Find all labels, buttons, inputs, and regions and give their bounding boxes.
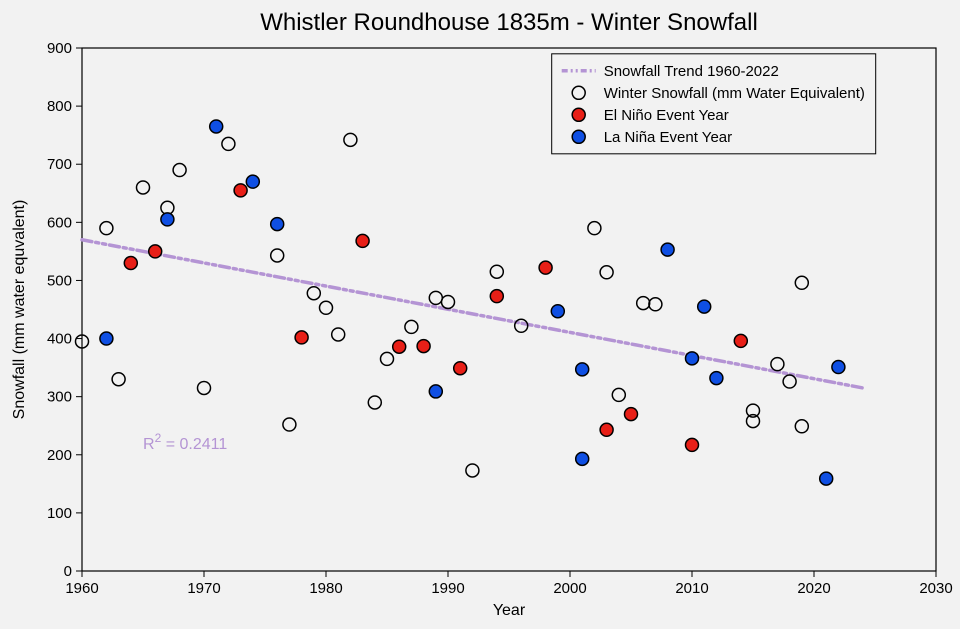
chart-title: Whistler Roundhouse 1835m - Winter Snowf… xyxy=(260,9,758,36)
data-point xyxy=(820,472,833,485)
data-point xyxy=(600,423,613,436)
snowfall-scatter-chart: 1960 1970 1980 1990 2000 2010 2020 2030 0 100 200 3… xyxy=(0,0,960,629)
x-tick-label: 1990 xyxy=(431,580,464,597)
data-point xyxy=(161,213,174,226)
data-point xyxy=(625,408,638,421)
data-point xyxy=(539,261,552,274)
legend-swatch xyxy=(572,108,585,121)
data-point xyxy=(356,234,369,247)
x-tick-label: 2000 xyxy=(553,580,586,597)
y-tick-label: 100 xyxy=(47,505,72,522)
y-tick-label: 500 xyxy=(47,272,72,289)
x-axis-label: Year xyxy=(493,602,526,619)
data-point xyxy=(661,243,674,256)
data-point xyxy=(393,340,406,353)
y-tick-label: 800 xyxy=(47,98,72,115)
data-point xyxy=(234,184,247,197)
x-tick-label: 1970 xyxy=(187,580,220,597)
legend-label: El Niño Event Year xyxy=(604,107,729,124)
data-point xyxy=(429,385,442,398)
y-axis-label: Snowfall (mm water equvalent) xyxy=(11,200,28,420)
x-tick-label: 2010 xyxy=(675,580,708,597)
data-point xyxy=(490,290,503,303)
legend-label: Snowfall Trend 1960-2022 xyxy=(604,63,779,80)
x-tick-label: 2020 xyxy=(797,580,830,597)
x-tick-label: 2030 xyxy=(919,580,952,597)
data-point xyxy=(124,257,137,270)
data-point xyxy=(686,352,699,365)
y-tick-label: 200 xyxy=(47,447,72,464)
y-tick-label: 0 xyxy=(64,563,72,580)
y-tick-label: 900 xyxy=(47,40,72,57)
data-point xyxy=(210,120,223,133)
legend-swatch xyxy=(572,130,585,143)
data-point xyxy=(551,305,564,318)
legend-label: La Niña Event Year xyxy=(604,129,732,146)
data-point xyxy=(710,372,723,385)
y-tick-label: 400 xyxy=(47,331,72,348)
data-point xyxy=(149,245,162,258)
data-point xyxy=(734,334,747,347)
data-point xyxy=(271,218,284,231)
data-point xyxy=(100,332,113,345)
data-point xyxy=(295,331,308,344)
data-point xyxy=(832,361,845,374)
y-tick-label: 700 xyxy=(47,156,72,173)
data-point xyxy=(246,175,259,188)
y-tick-label: 300 xyxy=(47,389,72,406)
legend-label: Winter Snowfall (mm Water Equivalent) xyxy=(604,85,865,102)
data-point xyxy=(686,438,699,451)
data-point xyxy=(698,300,711,313)
data-point xyxy=(417,340,430,353)
x-tick-label: 1980 xyxy=(309,580,342,597)
data-point xyxy=(576,363,589,376)
data-point xyxy=(576,452,589,465)
y-tick-label: 600 xyxy=(47,214,72,231)
x-tick-label: 1960 xyxy=(65,580,98,597)
data-point xyxy=(454,362,467,375)
